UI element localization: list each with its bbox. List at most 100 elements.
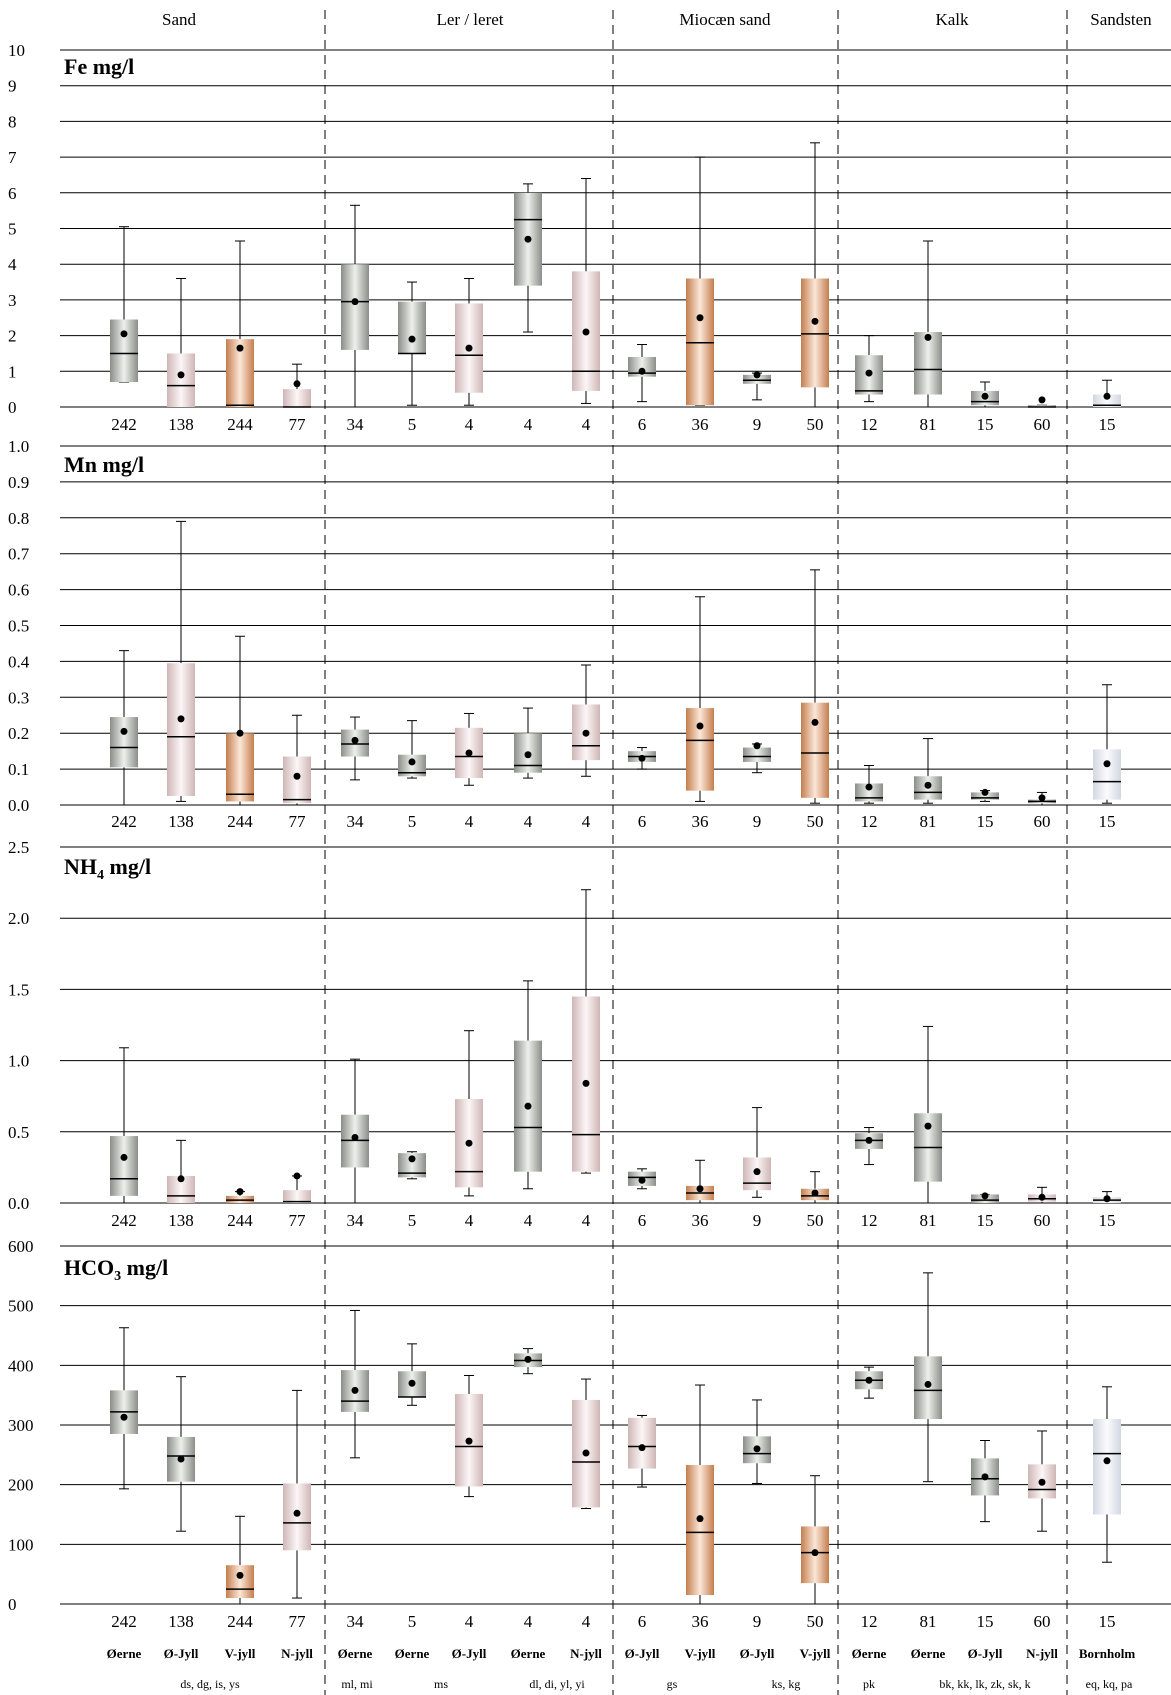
region-label: Øerne	[107, 1646, 142, 1661]
box-group	[1028, 1186, 1056, 1204]
panel-label-unit: mg/l	[121, 1255, 168, 1280]
mean-dot	[120, 727, 128, 735]
mean-dot	[408, 1379, 416, 1387]
code-label: pk	[863, 1677, 875, 1691]
y-tick-label: 1	[8, 362, 17, 381]
y-tick-label: 100	[8, 1535, 34, 1554]
box-group	[167, 1376, 195, 1532]
mean-dot	[638, 367, 646, 375]
box-group	[1093, 379, 1121, 408]
mean-dot	[236, 1188, 244, 1196]
mean-dot	[351, 1133, 359, 1141]
count-label: 50	[807, 415, 824, 434]
mean-dot	[236, 729, 244, 737]
panel: 0 100 200 300 400 500 600 HCO3 mg/l 242 138 244 77 3…	[8, 1237, 1171, 1631]
count-label: 9	[753, 1612, 762, 1631]
count-label: 4	[465, 812, 474, 831]
mean-dot	[696, 314, 704, 322]
count-label: 4	[582, 1211, 591, 1230]
count-label: 4	[465, 415, 474, 434]
box-group	[914, 738, 942, 804]
y-tick-label: 200	[8, 1476, 34, 1495]
count-label: 36	[692, 415, 709, 434]
mean-dot	[753, 1445, 761, 1453]
mean-dot	[924, 781, 932, 789]
box-group	[1028, 396, 1056, 408]
mean-dot	[811, 1189, 819, 1197]
region-label: Øerne	[911, 1646, 946, 1661]
count-label: 77	[289, 415, 307, 434]
box	[341, 264, 369, 350]
mean-dot	[465, 1139, 473, 1147]
mean-dot	[811, 1549, 819, 1557]
box-group	[855, 1127, 883, 1166]
box	[110, 319, 138, 383]
count-label: 138	[168, 415, 194, 434]
region-label: Ø-Jyll	[452, 1646, 487, 1661]
y-tick-label: 0.0	[8, 1194, 29, 1213]
mean-dot	[236, 344, 244, 352]
panel-label-unit: mg/l	[104, 854, 151, 879]
mean-dot	[1103, 760, 1111, 768]
panel-label-subscript: 4	[97, 868, 104, 883]
box-group	[801, 569, 829, 804]
box-group	[283, 714, 311, 806]
count-label: 60	[1034, 1211, 1051, 1230]
mean-dot	[293, 1172, 301, 1180]
mean-dot	[582, 1079, 590, 1087]
box-group	[455, 1374, 483, 1498]
mean-dot	[465, 1437, 473, 1445]
count-label: 12	[861, 1211, 878, 1230]
mean-dot	[811, 317, 819, 325]
y-tick-label: 500	[8, 1297, 34, 1316]
box-group	[686, 1159, 714, 1204]
box-group	[1093, 1386, 1121, 1563]
box	[855, 783, 883, 802]
mean-dot	[865, 369, 873, 377]
panel-label: Fe mg/l	[64, 54, 134, 79]
code-label: ml, mi	[341, 1677, 373, 1691]
box	[167, 663, 195, 797]
count-label: 242	[111, 1612, 137, 1631]
box	[801, 702, 829, 798]
region-labels: Øerne Ø-Jyll V-jyll N-jyll Øerne Øerne Ø…	[107, 1646, 1136, 1661]
box-group	[743, 1399, 771, 1484]
mean-dot	[351, 298, 359, 306]
count-label: 15	[1099, 1211, 1116, 1230]
box	[628, 1417, 656, 1469]
count-label: 36	[692, 1612, 709, 1631]
box	[283, 1483, 311, 1551]
mean-dot	[1038, 396, 1046, 404]
mean-dot	[638, 754, 646, 762]
count-label: 4	[465, 1612, 474, 1631]
mean-dot	[753, 1168, 761, 1176]
box-group	[801, 1171, 829, 1204]
box	[971, 792, 999, 800]
count-label: 15	[1099, 415, 1116, 434]
box-group	[1093, 1191, 1121, 1204]
count-label: 77	[289, 812, 307, 831]
code-label: ds, dg, is, ys	[180, 1677, 240, 1691]
box-group	[1028, 791, 1056, 806]
count-label: 34	[347, 1211, 365, 1230]
count-label: 138	[168, 1211, 194, 1230]
count-label: 77	[289, 1612, 307, 1631]
mean-dot	[465, 749, 473, 757]
code-label: dl, di, yl, yi	[529, 1677, 585, 1691]
box-group	[398, 720, 426, 779]
y-tick-label: 0.5	[8, 1123, 29, 1142]
mean-dot	[120, 1413, 128, 1421]
count-label: 12	[861, 1612, 878, 1631]
y-tick-label: 2.5	[8, 838, 29, 857]
box-group	[686, 156, 714, 406]
box-group	[914, 1272, 942, 1483]
count-label: 6	[638, 812, 647, 831]
y-tick-label: 6	[8, 184, 17, 203]
mean-dot	[924, 1380, 932, 1388]
mean-dot	[981, 788, 989, 796]
y-tick-label: 0.4	[8, 652, 30, 671]
box-group	[514, 980, 542, 1190]
box-group	[801, 142, 829, 408]
